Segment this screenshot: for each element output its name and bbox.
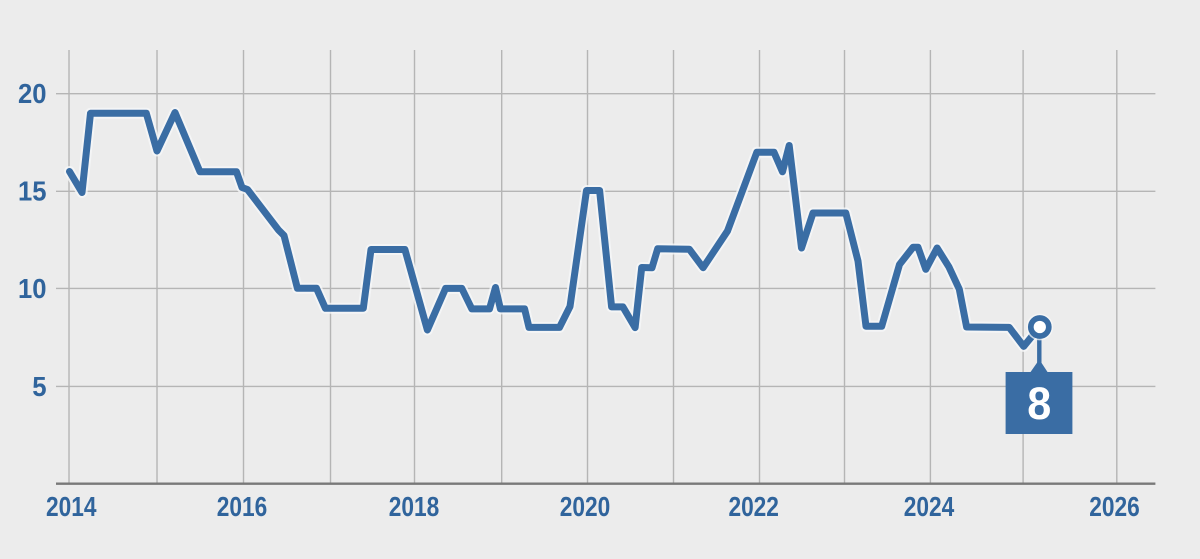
svg-text:2014: 2014 bbox=[46, 491, 97, 522]
svg-text:2016: 2016 bbox=[217, 491, 268, 522]
svg-text:15: 15 bbox=[18, 176, 47, 207]
svg-text:2024: 2024 bbox=[904, 491, 955, 522]
svg-text:20: 20 bbox=[18, 78, 47, 109]
svg-text:2026: 2026 bbox=[1089, 491, 1140, 522]
svg-text:2020: 2020 bbox=[560, 491, 611, 522]
svg-text:2018: 2018 bbox=[389, 491, 440, 522]
svg-text:5: 5 bbox=[32, 371, 46, 402]
svg-text:2022: 2022 bbox=[728, 491, 779, 522]
svg-text:10: 10 bbox=[18, 273, 47, 304]
svg-text:8: 8 bbox=[1027, 378, 1051, 429]
